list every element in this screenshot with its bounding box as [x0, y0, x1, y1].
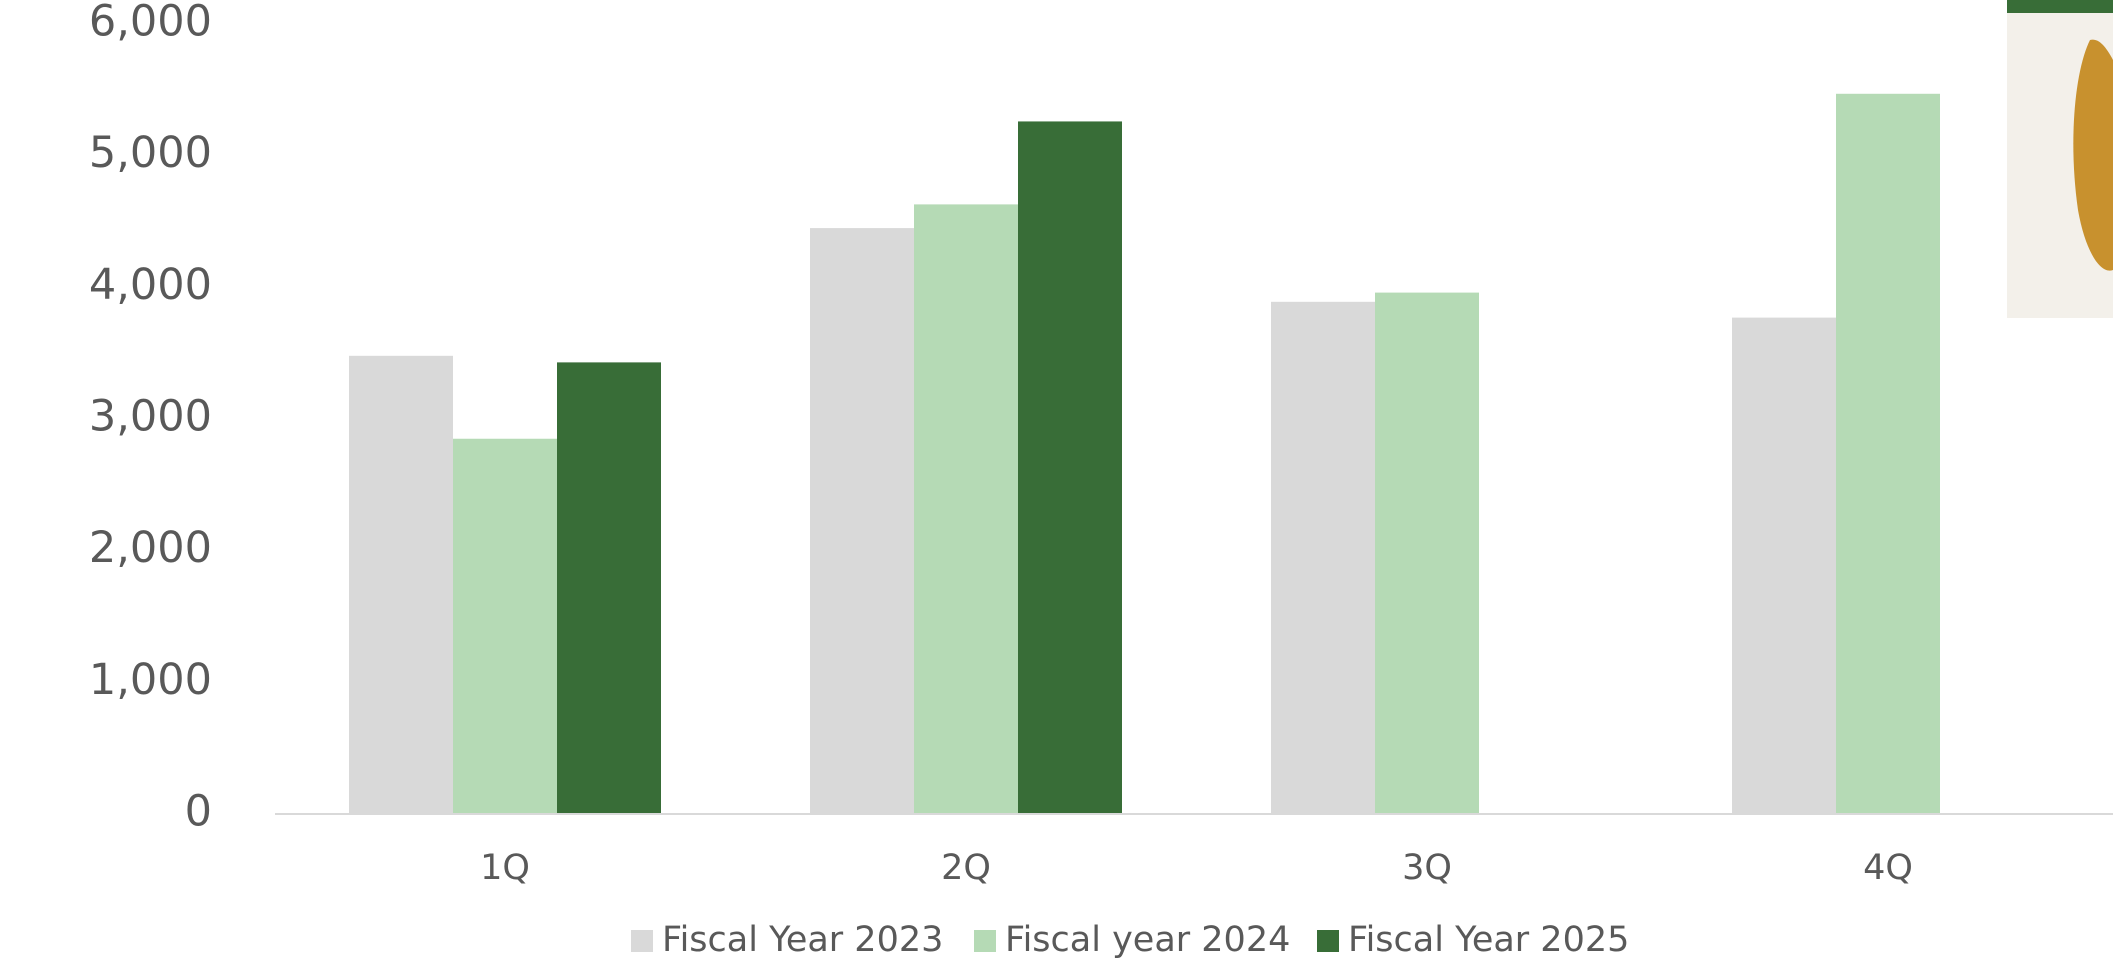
x-tick-label: 3Q	[1402, 848, 1452, 888]
photo-band	[2007, 0, 2113, 13]
x-tick-label: 4Q	[1863, 848, 1913, 888]
bar	[1836, 93, 1940, 815]
bar	[810, 228, 914, 815]
y-tick-label: 4,000	[89, 260, 212, 310]
y-tick-label: 0	[185, 787, 212, 837]
y-tick-label: 6,000	[89, 0, 212, 47]
legend-swatch	[1317, 930, 1339, 952]
legend-label: Fiscal Year 2023	[662, 920, 943, 959]
bar	[914, 204, 1018, 815]
x-tick-label: 2Q	[941, 848, 991, 888]
legend-swatch	[631, 930, 653, 952]
x-tick-label: 1Q	[480, 848, 530, 888]
bar	[1271, 301, 1375, 815]
root-shape	[2073, 39, 2113, 271]
legend-swatch	[974, 930, 996, 952]
bar	[1732, 317, 1836, 814]
bar	[349, 355, 453, 814]
y-tick-label: 2,000	[89, 523, 212, 573]
photo	[2007, 0, 2113, 318]
y-tick-label: 3,000	[89, 392, 212, 442]
bar	[453, 438, 557, 814]
bar	[1375, 292, 1479, 815]
y-tick-label: 5,000	[89, 128, 212, 178]
bar	[1018, 121, 1122, 814]
legend-label: Fiscal Year 2025	[1348, 920, 1629, 959]
legend-label: Fiscal year 2024	[1005, 920, 1290, 959]
y-tick-label: 1,000	[89, 655, 212, 705]
bar	[557, 362, 661, 814]
